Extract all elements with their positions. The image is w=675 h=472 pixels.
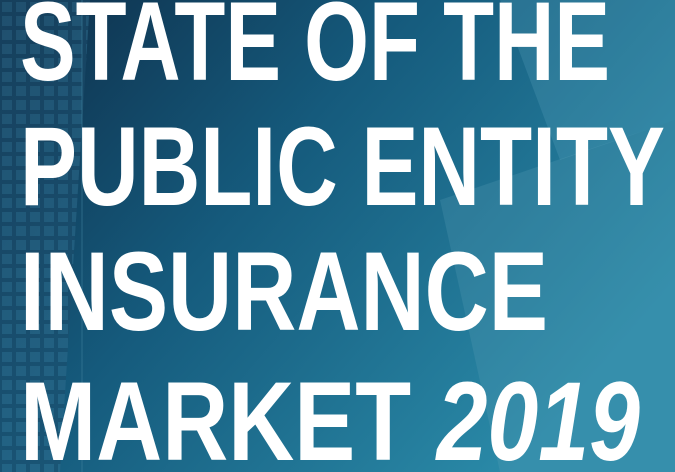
building-left (0, 0, 90, 472)
title-year: 2019 (435, 359, 640, 472)
title-last: MARKET (20, 359, 411, 472)
sky-highlight (500, 0, 675, 160)
title-line: PUBLIC ENTITY (20, 104, 665, 229)
title-line: STATE OF THE (20, 0, 610, 104)
title-line: INSURANCE (20, 229, 548, 354)
title-line: MARKET 2019 (20, 359, 640, 472)
building-right (440, 120, 675, 472)
